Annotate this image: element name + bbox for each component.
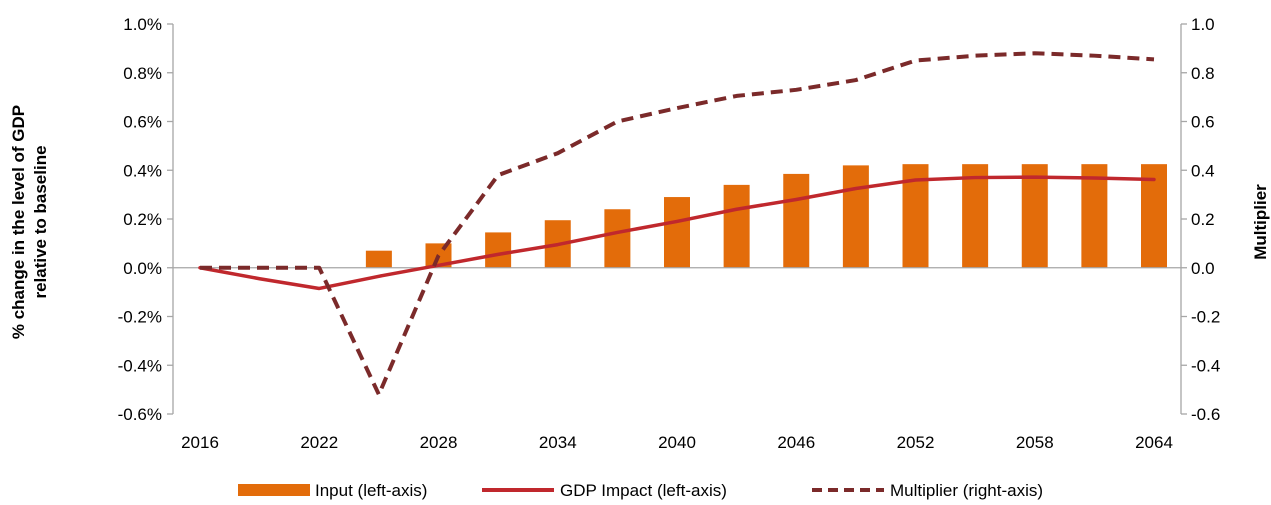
bar-input-2040	[664, 197, 690, 268]
bar-input-2025	[365, 250, 392, 268]
bar-input-2037	[604, 209, 631, 268]
bar-input-2055	[962, 164, 989, 268]
y2-tick-label: -0.2	[1191, 308, 1220, 327]
x-tick-label: 2046	[777, 433, 815, 452]
bars-layer	[365, 164, 1167, 268]
y2-tick-label: 0.8	[1191, 64, 1215, 83]
y-tick-label: 0.6%	[123, 113, 162, 132]
legend-label-multiplier: Multiplier (right-axis)	[890, 481, 1043, 500]
y2-tick-label: 0.2	[1191, 210, 1215, 229]
x-tick-label: 2064	[1135, 433, 1173, 452]
y-tick-label: 1.0%	[123, 15, 162, 34]
gdp-impact-line	[198, 175, 1156, 291]
axes-layer	[167, 23, 1187, 415]
y-axis-title-line-1: % change in the level of GDP	[9, 105, 28, 339]
y-tick-label: -0.6%	[118, 405, 162, 424]
y-tick-label: -0.4%	[118, 356, 162, 375]
lines-layer	[198, 51, 1156, 397]
x-tick-label: 2040	[658, 433, 696, 452]
ticks-layer: 1.0% 0.8% 0.6% 0.4% 0.2% 0.0% -0.2% -0.4% -0.6% 1…	[118, 15, 1221, 452]
x-tick-label: 2016	[181, 433, 219, 452]
x-tick-label: 2022	[300, 433, 338, 452]
bar-input-2058	[1021, 164, 1048, 268]
y-tick-label: 0.8%	[123, 64, 162, 83]
bar-input-2043	[723, 184, 750, 268]
y2-axis-title: Multiplier	[1251, 184, 1270, 260]
y-axis-title-line-2: relative to baseline	[31, 145, 50, 298]
y-tick-label: -0.2%	[118, 308, 162, 327]
bar-input-2064	[1141, 164, 1167, 268]
y2-tick-label: -0.4	[1191, 356, 1220, 375]
x-tick-label: 2058	[1016, 433, 1054, 452]
y2-tick-label: 0.0	[1191, 259, 1215, 278]
y2-tick-label: 1.0	[1191, 15, 1215, 34]
multiplier-line	[200, 51, 1155, 397]
bar-input-2031	[485, 232, 512, 268]
legend-label-input: Input (left-axis)	[315, 481, 427, 500]
bar-input-2046	[783, 173, 810, 268]
x-tick-label: 2034	[539, 433, 577, 452]
y-tick-label: 0.0%	[123, 259, 162, 278]
y2-tick-label: 0.4	[1191, 161, 1215, 180]
legend-swatch-input	[238, 484, 310, 496]
y2-tick-label: -0.6	[1191, 405, 1220, 424]
y-tick-label: 0.4%	[123, 161, 162, 180]
y2-tick-label: 0.6	[1191, 113, 1215, 132]
bar-input-2061	[1081, 164, 1108, 268]
legend-label-gdp-impact: GDP Impact (left-axis)	[560, 481, 727, 500]
bar-input-2049	[842, 165, 869, 268]
y-tick-label: 0.2%	[123, 210, 162, 229]
legend: Input (left-axis) GDP Impact (left-axis)…	[238, 481, 1043, 500]
x-tick-label: 2052	[897, 433, 935, 452]
x-tick-label: 2028	[420, 433, 458, 452]
